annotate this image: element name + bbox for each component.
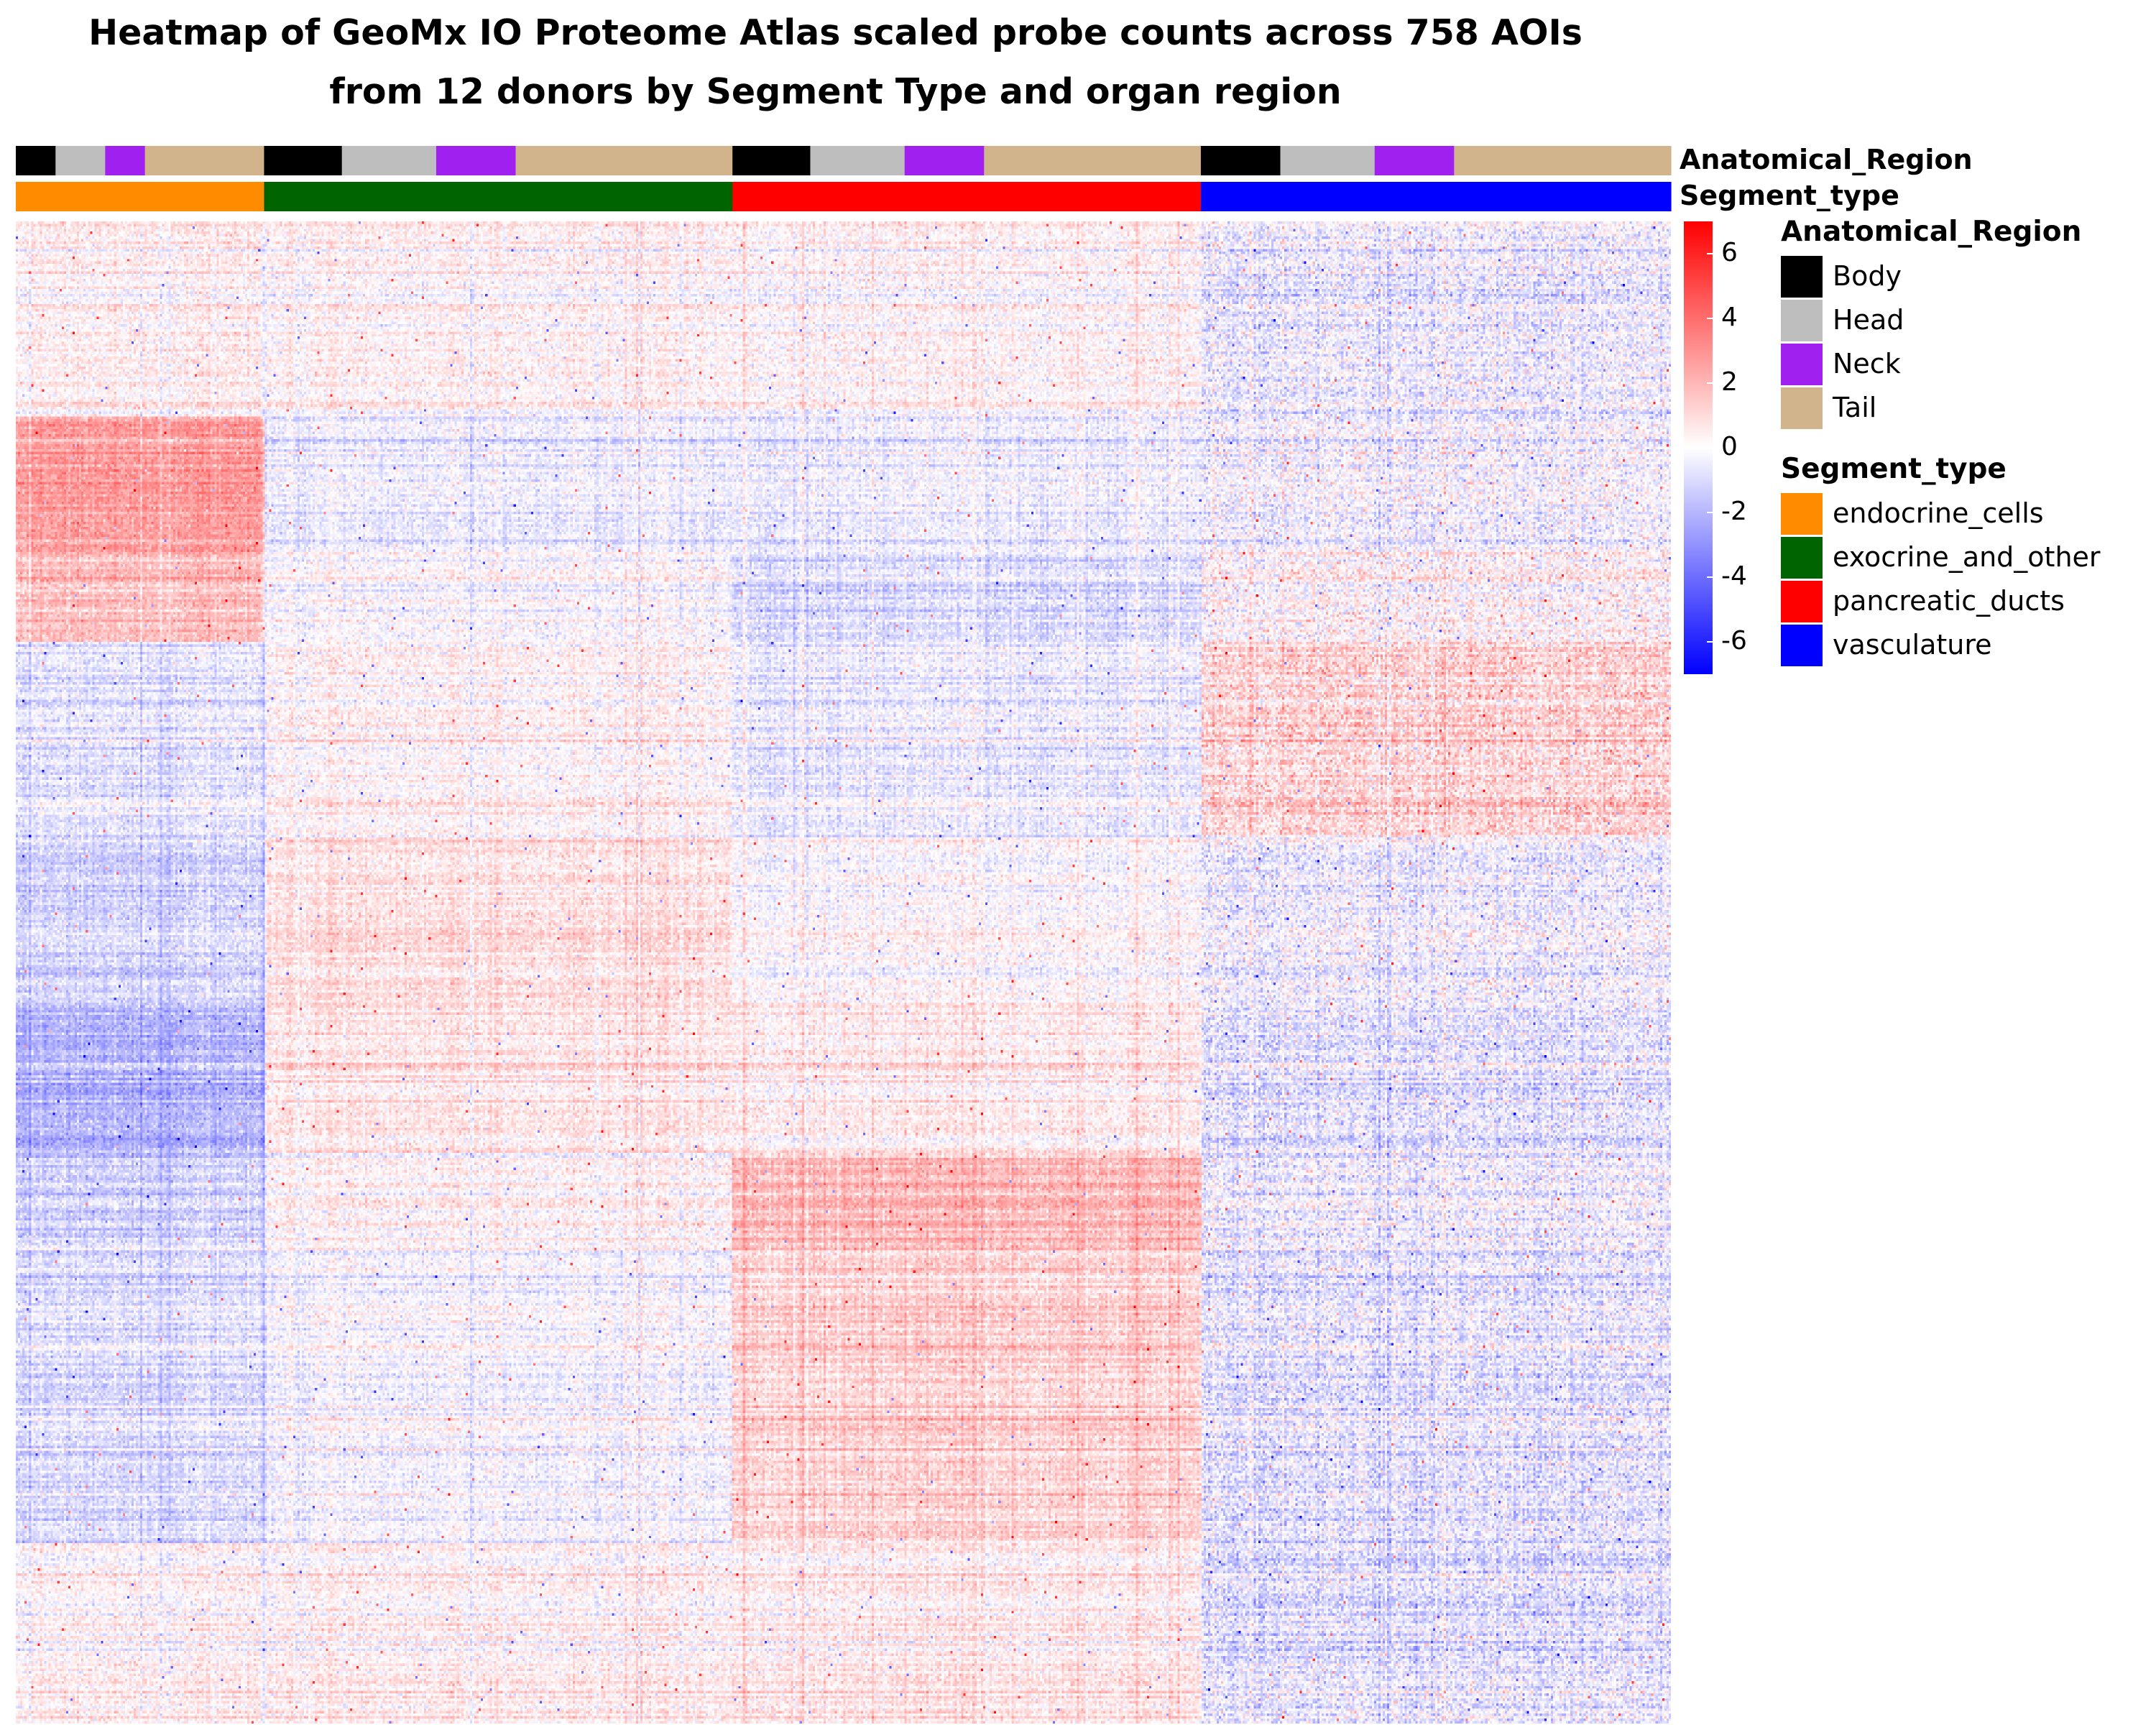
anatomical-region-segment-neck: [436, 146, 517, 175]
legend-key-vasculature: [1781, 625, 1823, 666]
legend-key-head: [1781, 300, 1823, 341]
legend-key-endocrine-cells: [1781, 493, 1823, 535]
segment-type-segment-pancreatic-ducts: [732, 182, 1202, 211]
color-scale-tick-label: 4: [1721, 303, 1738, 332]
chart-title-line-1: Heatmap of GeoMx IO Proteome Atlas scale…: [88, 12, 1583, 53]
anatomical-region-track: [16, 146, 1672, 175]
legend-key-neck: [1781, 344, 1823, 385]
color-scale-tick-label: 6: [1721, 238, 1738, 267]
anatomical-region-segment-head: [1280, 146, 1376, 175]
legend-key-tail: [1781, 387, 1823, 429]
legend-label-vasculature: vasculature: [1833, 629, 1992, 661]
anatomical-region-segment-body: [264, 146, 343, 175]
anatomical-region-segment-neck: [1374, 146, 1455, 175]
segment-type-segment-vasculature: [1200, 182, 1672, 211]
legend-label-neck: Neck: [1833, 348, 1901, 380]
segment-type-segment-exocrine-and-other: [264, 182, 733, 211]
anatomical-region-segment-tail: [515, 146, 733, 175]
anatomical-region-segment-neck: [105, 146, 146, 175]
heatmap-matrix: [16, 221, 1671, 1724]
anatomical-region-segment-head: [55, 146, 106, 175]
color-scale-tick-label: -4: [1721, 561, 1747, 591]
color-scale-tick-label: -6: [1721, 626, 1747, 656]
legend-title-anatomical-region: Anatomical_Region: [1781, 216, 2082, 248]
legend-label-endocrine-cells: endocrine_cells: [1833, 497, 2044, 529]
legend-label-pancreatic-ducts: pancreatic_ducts: [1833, 585, 2065, 617]
anatomical-region-segment-tail: [144, 146, 265, 175]
color-scale-tick-label: 2: [1721, 367, 1738, 397]
color-scale-ticks: [1707, 253, 1713, 643]
segment-type-track: [16, 182, 1672, 211]
legend-title-segment-type: Segment_type: [1781, 453, 2007, 485]
anatomical-region-segment-body: [732, 146, 811, 175]
segment-type-track-label: Segment_type: [1680, 180, 1899, 211]
legend-label-tail: Tail: [1833, 392, 1877, 423]
anatomical-region-segment-head: [341, 146, 437, 175]
color-scale-tick-label: -2: [1721, 497, 1747, 526]
chart-title-line-2: from 12 donors by Segment Type and organ…: [329, 71, 1342, 112]
legend-label-exocrine-and-other: exocrine_and_other: [1833, 541, 2101, 573]
anatomical-region-segment-neck: [904, 146, 985, 175]
legend-key-pancreatic-ducts: [1781, 581, 1823, 622]
anatomical-region-segment-body: [1200, 146, 1281, 175]
legend-label-head: Head: [1833, 304, 1904, 336]
anatomical-region-segment-tail: [1454, 146, 1672, 175]
anatomical-region-segment-tail: [984, 146, 1202, 175]
legend-label-body: Body: [1833, 260, 1902, 292]
anatomical-region-segment-head: [810, 146, 906, 175]
anatomical-region-segment-body: [16, 146, 56, 175]
legend-key-body: [1781, 256, 1823, 298]
color-scale-tick-label: 0: [1721, 432, 1738, 461]
segment-type-segment-endocrine-cells: [16, 182, 265, 211]
legend-key-exocrine-and-other: [1781, 537, 1823, 579]
anatomical-region-track-label: Anatomical_Region: [1680, 144, 1973, 175]
